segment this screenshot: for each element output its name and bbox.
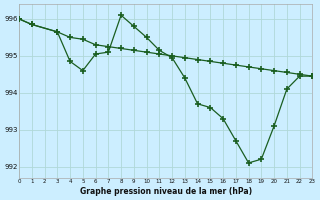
X-axis label: Graphe pression niveau de la mer (hPa): Graphe pression niveau de la mer (hPa) — [80, 187, 252, 196]
